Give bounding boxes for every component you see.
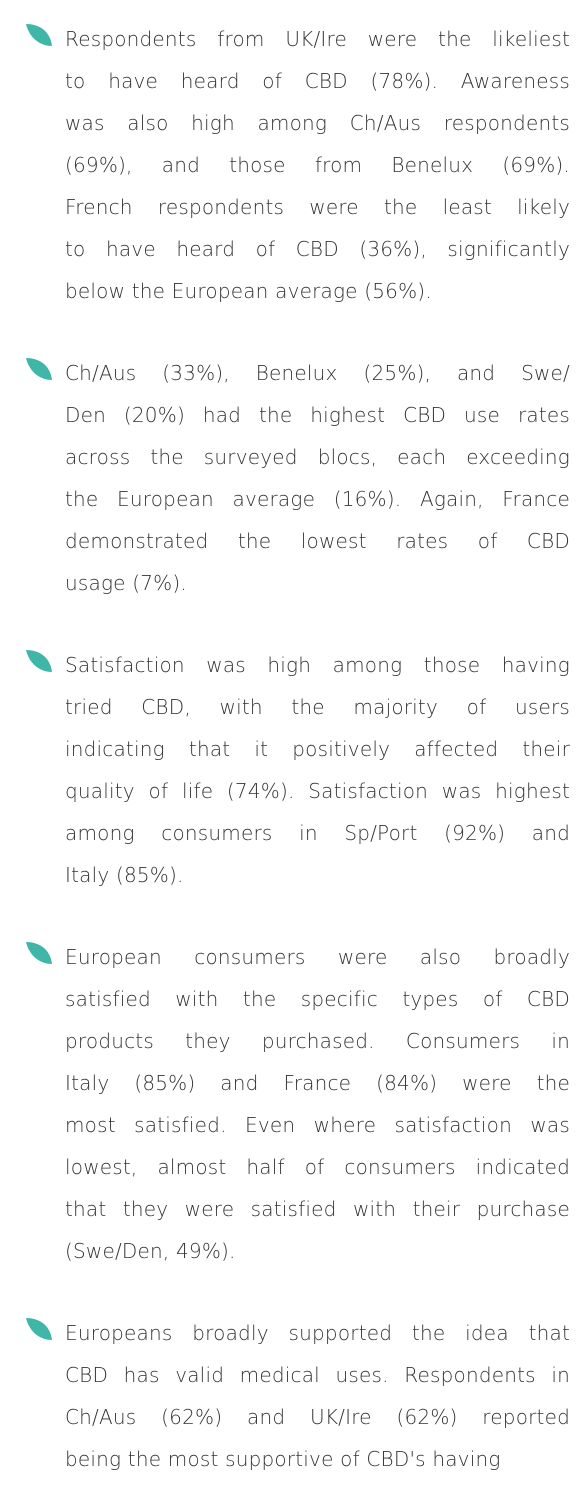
bullet-item: Ch/Aus (33%), Benelux (25%), and Swe/Den… bbox=[0, 352, 579, 604]
text-line: to have heard of CBD (78%). Awareness bbox=[65, 69, 570, 93]
text-line: that they were satisfied with their purc… bbox=[65, 1197, 570, 1221]
leaf-icon bbox=[26, 24, 52, 46]
bullet-item: Respondents from UK/Ire were the likelie… bbox=[0, 18, 579, 312]
text-line: Italy (85%). bbox=[65, 863, 184, 887]
leaf-icon bbox=[26, 358, 52, 380]
text-line: to have heard of CBD (36%), significantl… bbox=[65, 237, 570, 261]
text-line: indicating that it positively affected t… bbox=[65, 737, 570, 761]
text-line: below the European average (56%). bbox=[65, 279, 432, 303]
bullet-item: Satisfaction was high among those having… bbox=[0, 644, 579, 896]
text-line: demonstrated the lowest rates of CBD bbox=[65, 529, 570, 553]
text-line: most satisfied. Even where satisfaction … bbox=[65, 1113, 570, 1137]
text-line: (69%), and those from Benelux (69%). bbox=[65, 153, 570, 177]
text-line: tried CBD, with the majority of users bbox=[65, 695, 570, 719]
text-line: French respondents were the least likely bbox=[65, 195, 570, 219]
text-line: usage (7%). bbox=[65, 571, 187, 595]
text-line: being the most supportive of CBD's havin… bbox=[65, 1447, 501, 1471]
text-line: across the surveyed blocs, each exceedin… bbox=[65, 445, 570, 469]
text-line: quality of life (74%). Satisfaction was … bbox=[65, 779, 570, 803]
text-line: Den (20%) had the highest CBD use rates bbox=[65, 403, 570, 427]
leaf-icon bbox=[26, 650, 52, 672]
text-line: Ch/Aus (33%), Benelux (25%), and Swe/ bbox=[65, 361, 570, 385]
text-line: was also high among Ch/Aus respondents bbox=[65, 111, 570, 135]
text-line: Europeans broadly supported the idea tha… bbox=[65, 1321, 570, 1345]
text-line: European consumers were also broadly bbox=[65, 945, 570, 969]
text-line: (Swe/Den, 49%). bbox=[65, 1239, 236, 1263]
text-line: Ch/Aus (62%) and UK/Ire (62%) reported bbox=[65, 1405, 570, 1429]
leaf-icon bbox=[26, 942, 52, 964]
text-line: the European average (16%). Again, Franc… bbox=[65, 487, 570, 511]
text-line: Respondents from UK/Ire were the likelie… bbox=[65, 27, 570, 51]
text-line: among consumers in Sp/Port (92%) and bbox=[65, 821, 570, 845]
text-line: lowest, almost half of consumers indicat… bbox=[65, 1155, 570, 1179]
text-line: CBD has valid medical uses. Respondents … bbox=[65, 1363, 570, 1387]
bullet-item: European consumers were also broadly sati… bbox=[0, 936, 579, 1272]
text-line: Italy (85%) and France (84%) were the bbox=[65, 1071, 570, 1095]
text-line: Satisfaction was high among those having bbox=[65, 653, 570, 677]
leaf-icon bbox=[26, 1318, 52, 1340]
bullet-item: Europeans broadly supported the idea tha… bbox=[0, 1312, 579, 1480]
text-line: satisfied with the specific types of CBD bbox=[65, 987, 570, 1011]
text-line: products they purchased. Consumers in bbox=[65, 1029, 570, 1053]
